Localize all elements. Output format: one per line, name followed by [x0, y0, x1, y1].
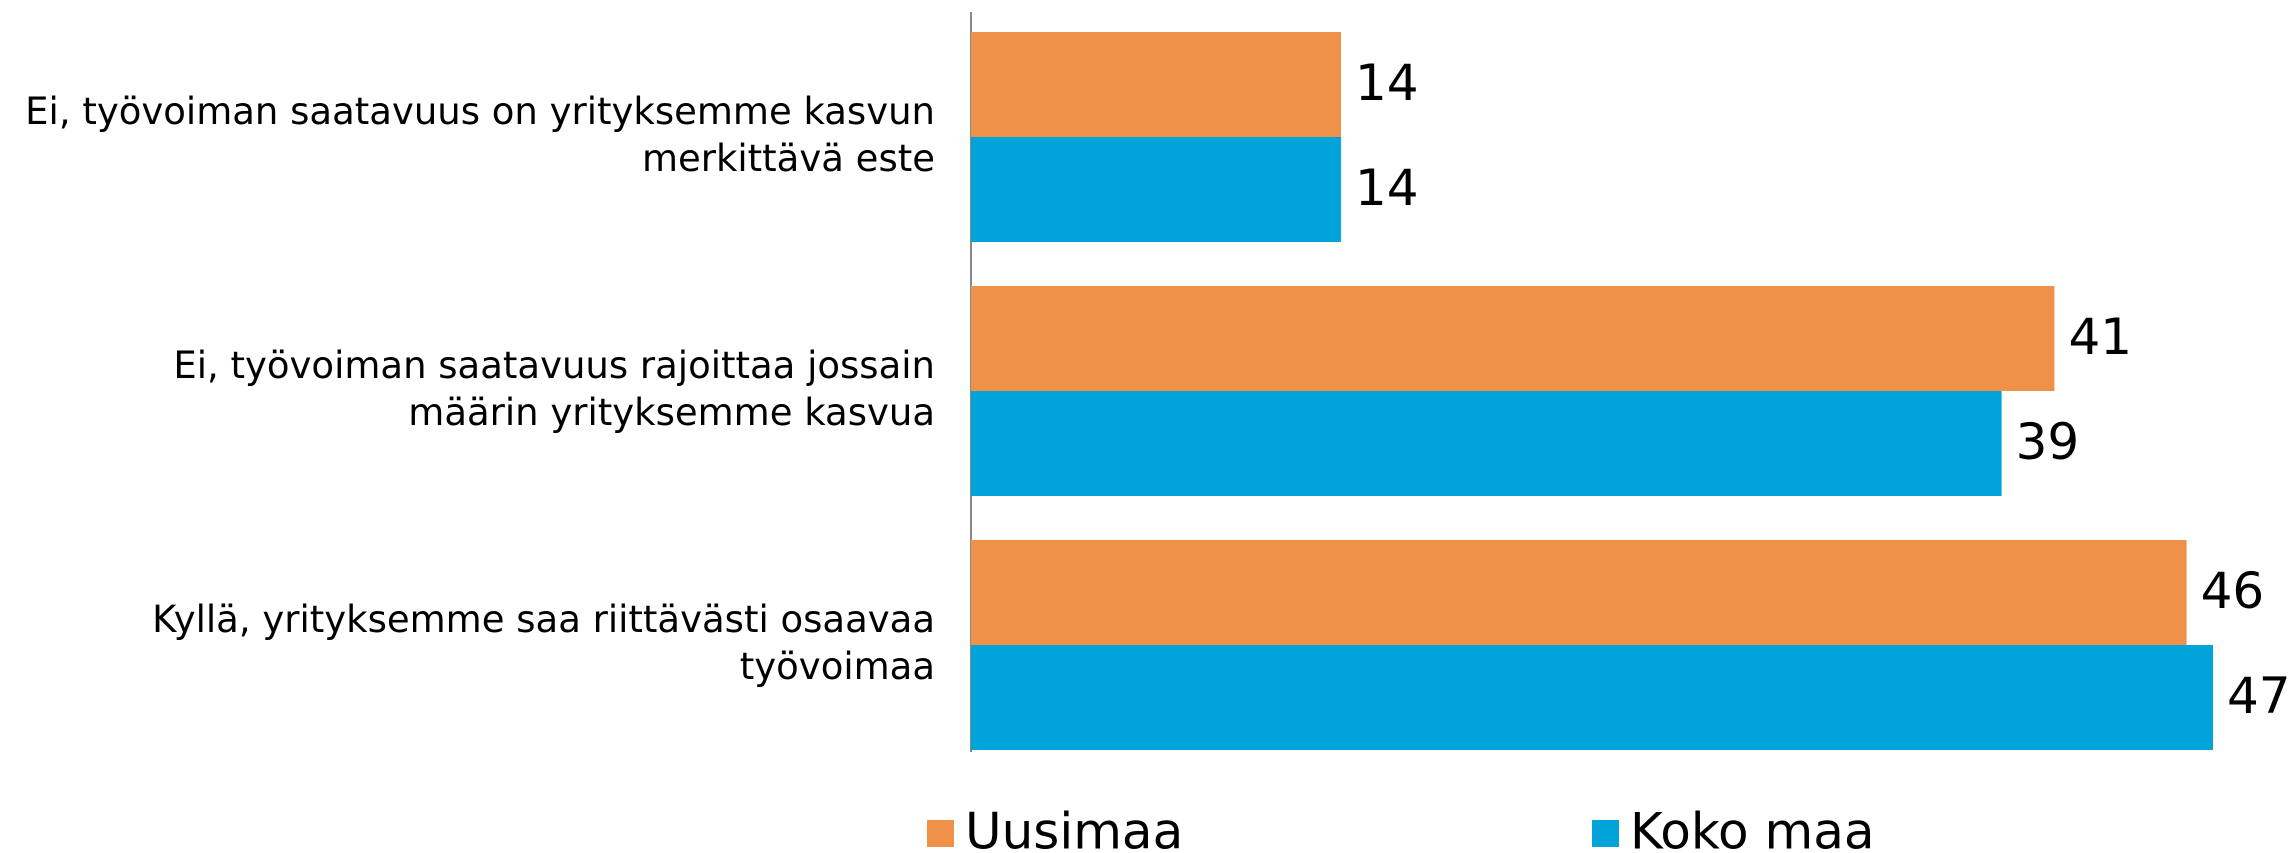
category-label: Ei, työvoiman saatavuus on yrityksemme k… [25, 90, 935, 133]
bar [971, 32, 1341, 137]
value-label: 46 [2201, 562, 2265, 620]
bar [971, 540, 2187, 645]
value-label: 14 [1355, 54, 1419, 112]
category-label: Ei, työvoiman saatavuus rajoittaa jossai… [173, 344, 935, 387]
category-label: työvoimaa [740, 645, 935, 688]
bar [971, 137, 1341, 242]
value-label: 47 [2227, 667, 2290, 725]
legend-swatch [1592, 820, 1619, 847]
value-label: 14 [1355, 159, 1419, 217]
bar [971, 391, 2002, 496]
legend-swatch [927, 820, 954, 847]
bar [971, 645, 2213, 750]
value-label: 41 [2068, 308, 2132, 366]
category-label: Kyllä, yrityksemme saa riittävästi osaav… [152, 598, 935, 641]
legend-label: Koko maa [1630, 803, 1875, 853]
category-label: merkittävä este [642, 137, 935, 180]
legend-label: Uusimaa [965, 803, 1183, 853]
bar [971, 286, 2055, 391]
category-label: määrin yrityksemme kasvua [408, 391, 935, 434]
value-label: 39 [2016, 413, 2080, 471]
